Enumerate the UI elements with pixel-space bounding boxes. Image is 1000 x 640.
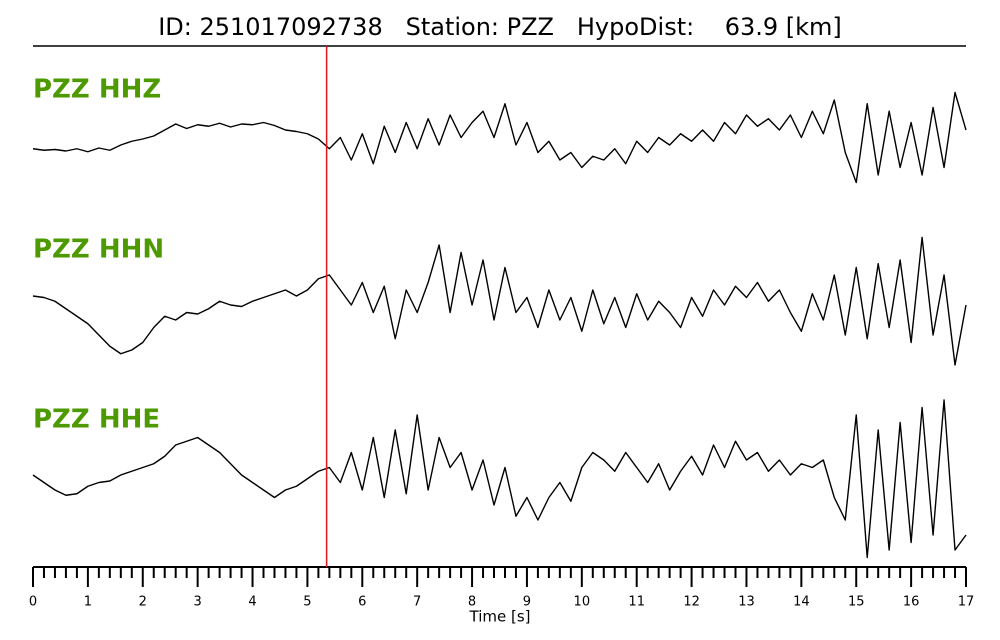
x-tick-label: 11 — [628, 595, 645, 610]
trace-label: PZZ HHN — [33, 235, 164, 265]
x-tick-label: 13 — [738, 595, 755, 610]
x-axis-label: Time [s] — [469, 608, 531, 626]
x-tick-label: 14 — [793, 595, 810, 610]
x-tick-label: 10 — [574, 595, 591, 610]
waveform — [32, 236, 967, 366]
chart-title: ID: 251017092738 Station: PZZ HypoDist: … — [158, 13, 842, 41]
trace-label: PZZ HHE — [33, 405, 160, 435]
waveform — [32, 91, 967, 184]
waveform — [32, 399, 967, 559]
x-tick-label: 8 — [468, 595, 476, 610]
x-tick-label: 15 — [848, 595, 865, 610]
x-tick-label: 4 — [248, 595, 256, 610]
x-tick-label: 7 — [413, 595, 421, 610]
x-tick-label: 16 — [903, 595, 920, 610]
x-tick-label: 12 — [683, 595, 700, 610]
x-tick-label: 5 — [303, 595, 311, 610]
x-tick-label: 6 — [358, 595, 366, 610]
trace-label: PZZ HHZ — [33, 75, 161, 105]
x-tick-label: 9 — [523, 595, 531, 610]
x-tick-label: 2 — [139, 595, 147, 610]
x-tick-label: 1 — [84, 595, 92, 610]
x-tick-label: 17 — [958, 595, 975, 610]
x-tick-label: 3 — [194, 595, 202, 610]
x-tick-label: 0 — [29, 595, 37, 610]
